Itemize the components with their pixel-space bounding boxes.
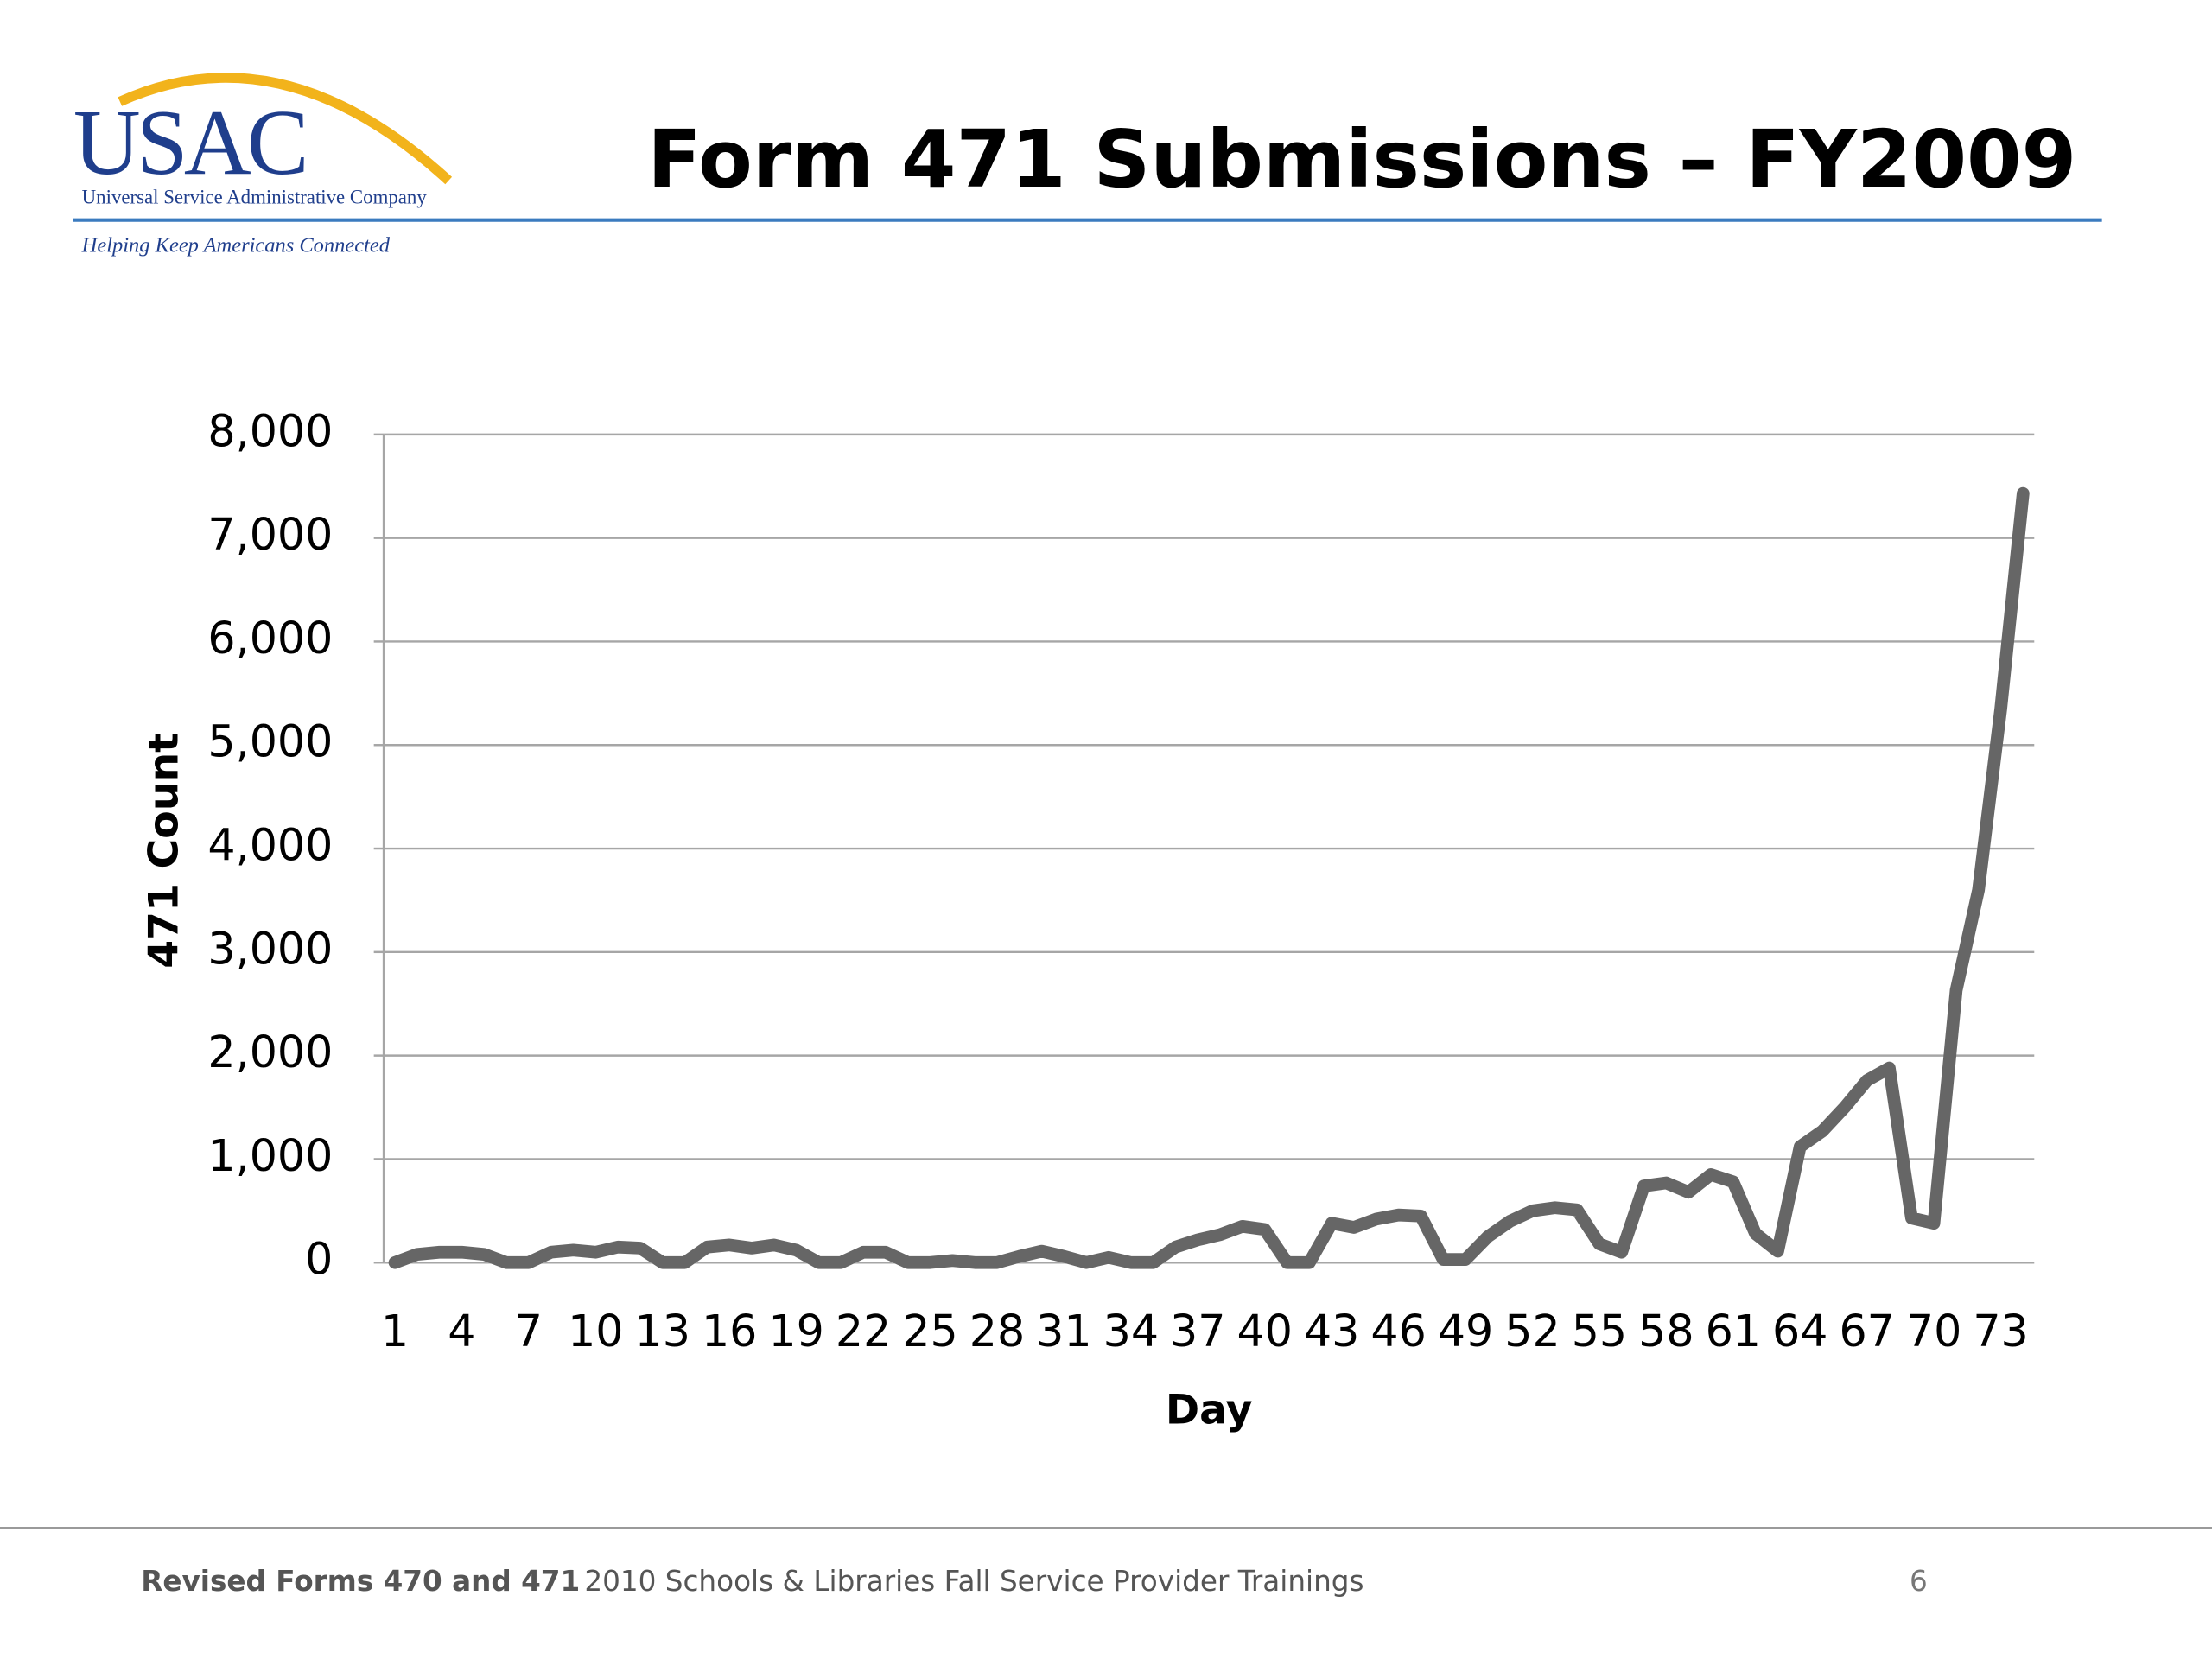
x-tick-label: 31 — [1036, 1306, 1091, 1357]
x-tick-label: 55 — [1572, 1306, 1627, 1357]
x-tick-label: 25 — [902, 1306, 957, 1357]
x-tick-label: 16 — [702, 1306, 757, 1357]
data-line — [388, 486, 2030, 1269]
logo-tagline: Helping Keep Americans Connected — [81, 233, 391, 257]
x-tick-label: 19 — [768, 1306, 823, 1357]
x-tick-label: 1 — [381, 1306, 409, 1357]
y-tick-label: 0 — [305, 1234, 333, 1285]
x-tick-label: 7 — [515, 1306, 543, 1357]
x-tick-label: 28 — [969, 1306, 1025, 1357]
x-tick-label: 40 — [1237, 1306, 1293, 1357]
logo-arc — [118, 73, 453, 185]
plot: 0 1,000 2,000 3,000 4,000 5,000 6,000 7,000 8,00… — [207, 405, 2035, 1357]
x-tick-label: 52 — [1504, 1306, 1560, 1357]
x-tick-label: 37 — [1170, 1306, 1225, 1357]
x-tick-label: 64 — [1772, 1306, 1827, 1357]
x-tick-label: 61 — [1706, 1306, 1761, 1357]
x-tick-label: 4 — [448, 1306, 475, 1357]
y-tick-label: 8,000 — [207, 405, 333, 456]
x-tick-label: 43 — [1304, 1306, 1359, 1357]
y-tick-label: 3,000 — [207, 923, 333, 974]
x-tick-label: 73 — [1973, 1306, 2028, 1357]
y-tick-label: 6,000 — [207, 613, 333, 664]
x-tick-label: 34 — [1103, 1306, 1159, 1357]
x-tick-label: 46 — [1370, 1306, 1426, 1357]
y-tick-label: 7,000 — [207, 509, 333, 560]
footer-title: Revised Forms 470 and 471 — [141, 1565, 580, 1598]
x-tick-label: 58 — [1638, 1306, 1694, 1357]
y-tick-label: 4,000 — [207, 820, 333, 871]
x-tick-label: 22 — [836, 1306, 891, 1357]
page-number: 6 — [1910, 1565, 1928, 1598]
y-tick-label: 2,000 — [207, 1027, 333, 1077]
x-tick-label: 67 — [1839, 1306, 1894, 1357]
chart-title: Form 471 Submissions – FY2009 — [647, 113, 2076, 206]
x-tick-label: 70 — [1906, 1306, 1961, 1357]
logo-company: Universal Service Administrative Company — [82, 186, 428, 207]
x-tick-label: 10 — [568, 1306, 623, 1357]
footer-text: I 2010 Schools & Libraries Fall Service … — [567, 1565, 1363, 1598]
y-tick-label: 1,000 — [207, 1130, 333, 1181]
y-tick-label: 5,000 — [207, 716, 333, 767]
y-axis-label: 471 Count — [141, 733, 188, 969]
logo-name: USAC — [73, 92, 305, 194]
x-axis-label: Day — [1166, 1386, 1253, 1433]
x-tick-label: 13 — [635, 1306, 690, 1357]
x-tick-label: 49 — [1438, 1306, 1493, 1357]
